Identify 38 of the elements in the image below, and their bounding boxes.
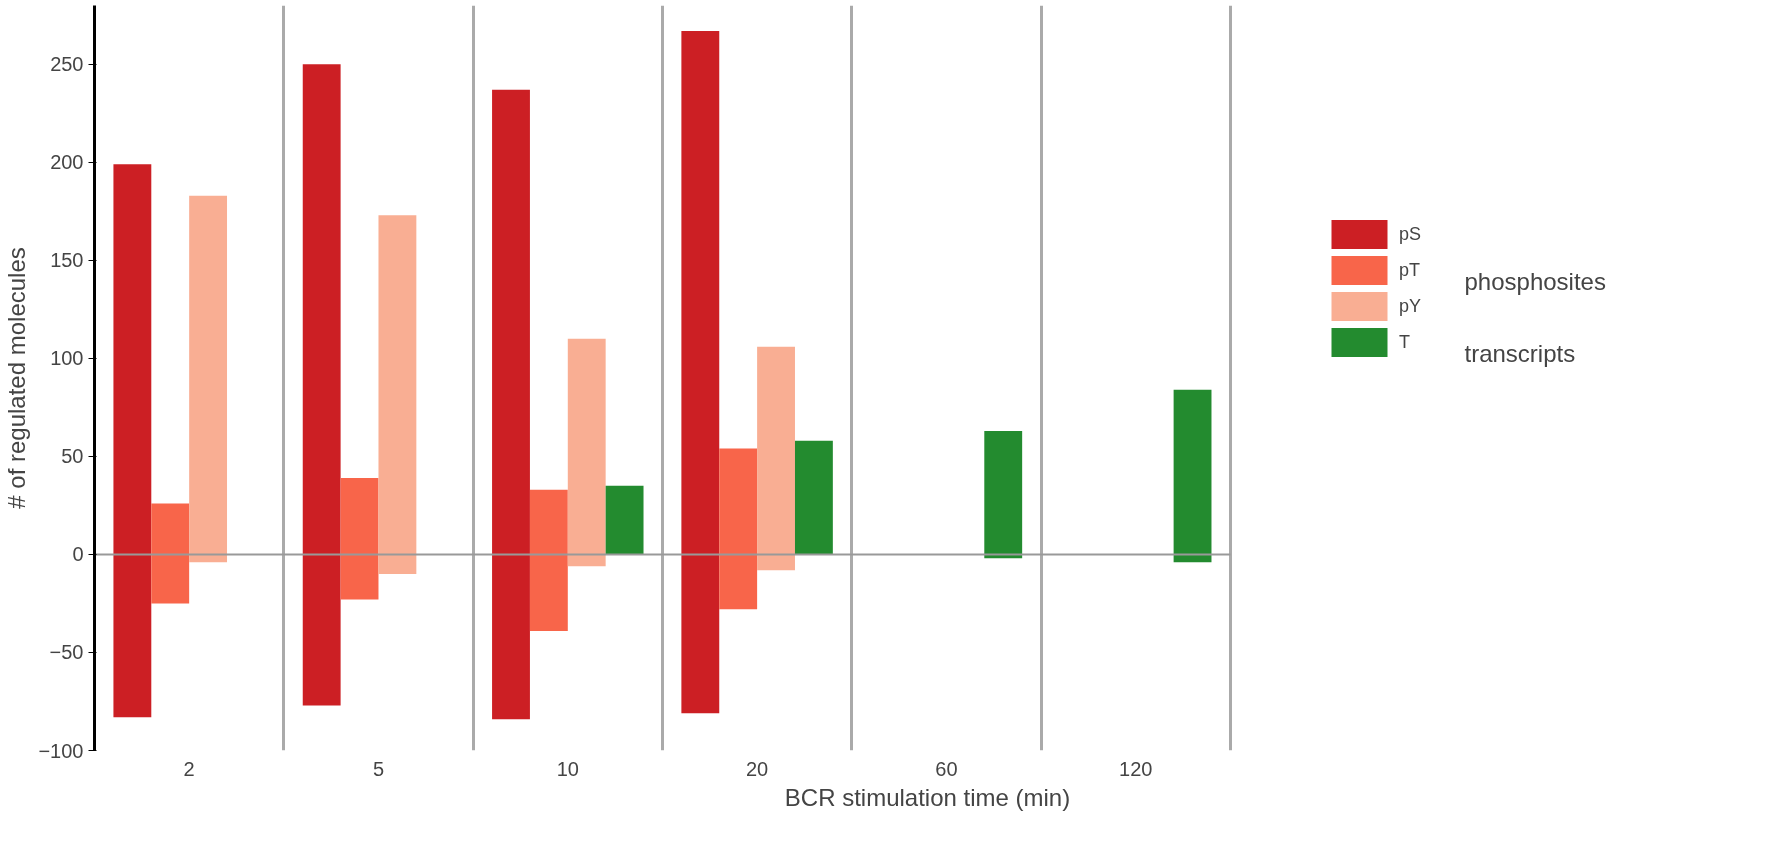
- bar: [757, 346, 795, 571]
- text: phosphosites: [1464, 267, 1606, 295]
- x-tick-label: 20: [745, 757, 769, 780]
- y-tick-label: 100: [50, 347, 84, 370]
- bar: [151, 503, 190, 604]
- bar: [719, 448, 758, 610]
- y-tick-label: 0: [72, 543, 84, 566]
- bar: [567, 338, 606, 567]
- bar: [529, 489, 568, 631]
- bar: [1173, 389, 1212, 563]
- x-tick-label: 120: [1119, 757, 1153, 780]
- x-tick-label: 2: [183, 757, 195, 780]
- legend-label: pS: [1399, 223, 1422, 245]
- bar: [302, 64, 341, 706]
- y-tick-label: 150: [50, 249, 84, 272]
- y-tick-label: 250: [50, 53, 84, 76]
- bar: [681, 30, 720, 714]
- x-tick-label: 60: [935, 757, 958, 780]
- legend-label: T: [1399, 331, 1411, 353]
- bar: [492, 89, 530, 720]
- x-tick-label: 5: [372, 757, 385, 780]
- bar: [189, 195, 228, 563]
- bar: [794, 440, 833, 555]
- legend-label: pY: [1399, 295, 1422, 317]
- x-axis-title: BCR stimulation time (min): [784, 783, 1071, 811]
- legend-label: pT: [1399, 259, 1421, 281]
- bar: [113, 164, 152, 718]
- y-tick-label: −50: [49, 641, 84, 664]
- bar: [340, 477, 379, 600]
- bar: [605, 485, 644, 555]
- bar: [984, 430, 1023, 559]
- y-tick-label: 50: [61, 445, 84, 468]
- text: transcripts: [1464, 339, 1576, 367]
- bar: [378, 215, 417, 575]
- y-tick-label: −100: [38, 739, 84, 762]
- x-tick-label: 10: [556, 757, 579, 780]
- y-tick-label: 200: [50, 151, 84, 174]
- y-axis-title: # of regulated molecules: [3, 247, 31, 509]
